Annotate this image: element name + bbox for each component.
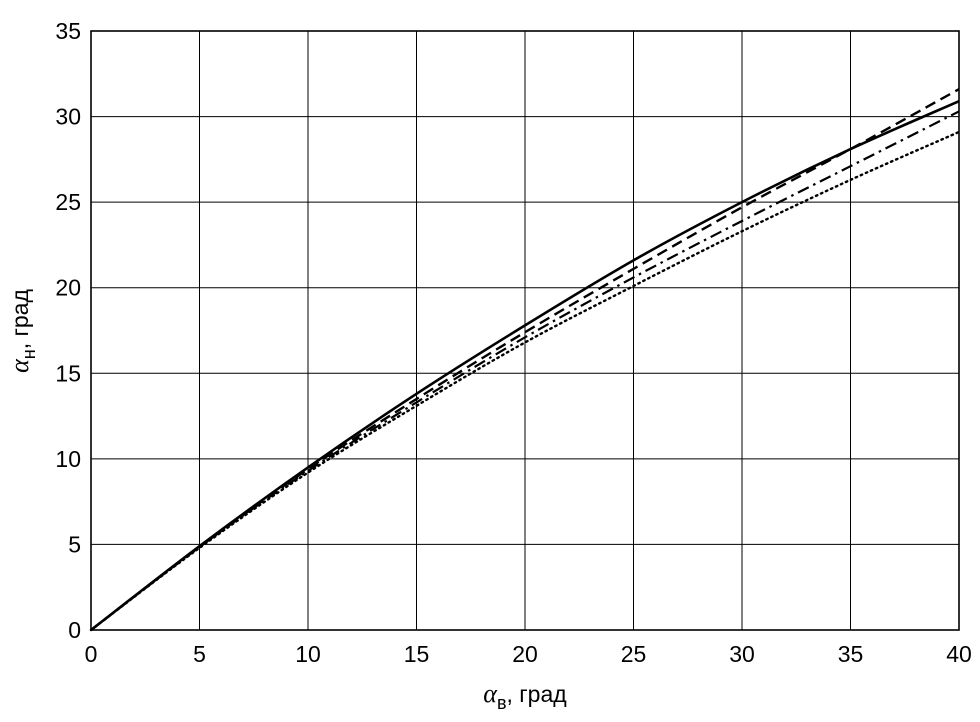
x-tick-label: 20 <box>512 641 538 667</box>
x-tick-labels: 0 5 10 15 20 25 30 35 40 <box>85 641 972 667</box>
y-axis-suffix: , град <box>7 289 33 350</box>
y-tick-label: 20 <box>55 275 81 301</box>
plot-frame <box>90 30 960 631</box>
x-axis-subscript: в <box>497 693 507 713</box>
x-axis-symbol: α <box>483 679 498 708</box>
x-tick-label: 35 <box>838 641 864 667</box>
y-tick-label: 30 <box>55 104 81 130</box>
x-axis-label: αв, град <box>483 679 567 713</box>
y-tick-label: 15 <box>55 360 81 386</box>
y-tick-labels: 0 5 10 15 20 25 30 35 <box>55 18 81 643</box>
x-tick-label: 10 <box>295 641 321 667</box>
y-tick-label: 25 <box>55 189 81 215</box>
x-tick-label: 25 <box>621 641 647 667</box>
x-axis-suffix: , град <box>507 681 568 707</box>
x-tick-label: 15 <box>404 641 430 667</box>
series-line-dotted <box>89 130 961 632</box>
y-tick-label: 5 <box>68 531 81 557</box>
y-tick-label: 10 <box>55 446 81 472</box>
grid <box>90 30 960 631</box>
y-tick-label: 35 <box>55 18 81 44</box>
x-tick-label: 5 <box>193 641 206 667</box>
y-axis-symbol: α <box>5 358 34 373</box>
x-tick-label: 0 <box>85 641 98 667</box>
y-axis-label: αн, град <box>5 289 39 373</box>
x-tick-label: 30 <box>729 641 755 667</box>
y-axis-subscript: н <box>19 349 39 359</box>
series-group <box>89 88 961 632</box>
y-tick-label: 0 <box>68 617 81 643</box>
x-tick-label: 40 <box>946 641 972 667</box>
